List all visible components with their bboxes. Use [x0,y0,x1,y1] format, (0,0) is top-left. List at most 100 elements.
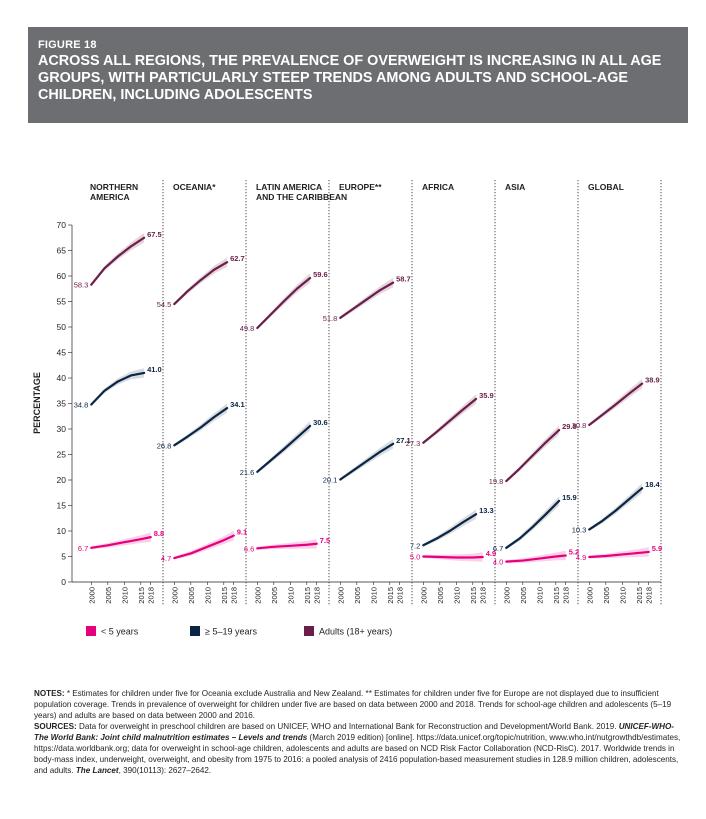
school-point [296,436,298,439]
school-band [91,368,145,407]
school-point [518,537,521,540]
adults-point [269,313,272,316]
panel-title: NORTHERN [90,182,138,192]
school-series-line [422,513,478,547]
y-axis-title: PERCENTAGE [32,372,42,434]
x-tick-label: 2010 [120,587,129,604]
under5-point [222,539,225,542]
x-tick-label: 2000 [585,587,594,604]
adults-point [116,255,119,258]
under5-point [564,554,567,557]
x-tick-label: 2005 [353,587,362,604]
y-tick-label: 70 [57,220,67,230]
x-tick-label: 2015 [386,587,395,604]
under5-end-label: 5.9 [652,544,662,553]
y-tick-label: 40 [57,373,67,383]
x-tick-label: 2005 [519,587,528,604]
under5-point [538,557,541,560]
under5-point [139,538,142,541]
adults-point [422,441,425,444]
panel-title: AFRICA [422,182,454,192]
school-point [505,546,508,549]
school-point [90,403,93,406]
panel: AFRICA 2000 2005 2010 2015 2018 27.3 35.9 7.2 13.… [406,182,496,604]
adults-start-label: 54.5 [157,300,172,309]
adults-point [462,408,464,411]
under5-end-label: 9.1 [237,528,247,537]
x-tick-label: 2005 [602,587,611,604]
school-point [282,448,285,451]
adults-point [392,281,394,284]
sources-paragraph: SOURCES: Data for overweight in preschoo… [34,721,684,776]
sources-text-1: Data for overweight in preschool childre… [76,722,619,731]
under5-point [647,551,650,553]
x-tick-label: 2018 [562,587,571,604]
adults-point [379,289,381,292]
school-point [558,500,560,502]
legend-label-school: ≥ 5–19 years [205,627,257,637]
under5-start-label: 6.6 [244,544,254,553]
adults-point [130,245,132,248]
sources-italic-2: The Lancet [75,766,119,775]
legend-swatch-under5 [86,626,96,636]
school-point [379,451,381,453]
school-end-label: 34.1 [230,400,245,409]
under5-end-label: 5.2 [569,547,579,556]
legend-swatch-adults [304,626,314,636]
adults-point [143,236,146,239]
panel: GLOBAL 2000 2005 2010 2015 2018 30.8 38.9 10.3 18… [572,182,662,604]
school-point [601,519,604,522]
school-point [309,425,311,427]
under5-point [621,553,624,556]
under5-point [173,557,176,559]
school-point [422,544,425,547]
panel-title: GLOBAL [588,182,624,192]
panel-title: EUROPE** [339,182,382,192]
under5-point [149,536,152,539]
school-point [103,389,106,392]
sources-italic-1: UNICEF-WHO-The World Bank: Joint child m… [34,722,674,742]
school-start-label: 7.2 [410,541,420,550]
x-tick-label: 2018 [479,587,488,604]
adults-point [588,424,591,426]
adults-point [339,316,342,319]
adults-point [365,298,368,301]
school-start-label: 21.6 [240,468,255,477]
school-point [226,407,229,409]
under5-point [554,555,557,558]
school-point [339,478,342,481]
x-tick-label: 2018 [396,587,405,604]
y-tick-label: 45 [57,348,67,358]
school-point [365,460,368,463]
y-tick-label: 10 [57,526,67,536]
adults-point [641,382,643,385]
x-tick-label: 2005 [187,587,196,604]
x-tick-label: 2018 [645,587,654,604]
sources-label: SOURCES: [34,722,77,731]
panel-title: LATIN AMERICA [256,182,322,192]
x-tick-label: 2015 [635,587,644,604]
notes-paragraph: NOTES: * Estimates for children under fi… [34,688,684,721]
adults-end-label: 35.9 [479,391,494,400]
x-tick-label: 2000 [419,587,428,604]
under5-point [588,556,591,558]
school-end-label: 41.0 [147,365,162,374]
adults-point [173,303,176,305]
school-point [545,513,547,516]
adults-point [545,441,547,444]
panel-title: ASIA [505,182,525,192]
x-tick-label: 2010 [286,587,295,604]
x-tick-label: 2015 [137,587,146,604]
under5-point [637,552,640,554]
school-start-label: 20.1 [323,475,338,484]
panel: ASIA 2000 2005 2010 2015 2018 19.8 29.8 6.7 15.9 4… [489,182,579,604]
under5-point [455,556,458,559]
school-start-label: 6.7 [493,544,503,553]
school-point [448,530,451,532]
y-tick-label: 30 [57,424,67,434]
under5-end-label: 7.5 [320,536,330,545]
panel: OCEANIA* 2000 2005 2010 2015 2018 54.5 62.7 26.8… [157,182,247,604]
y-tick-label: 55 [57,297,67,307]
under5-point [505,560,508,563]
